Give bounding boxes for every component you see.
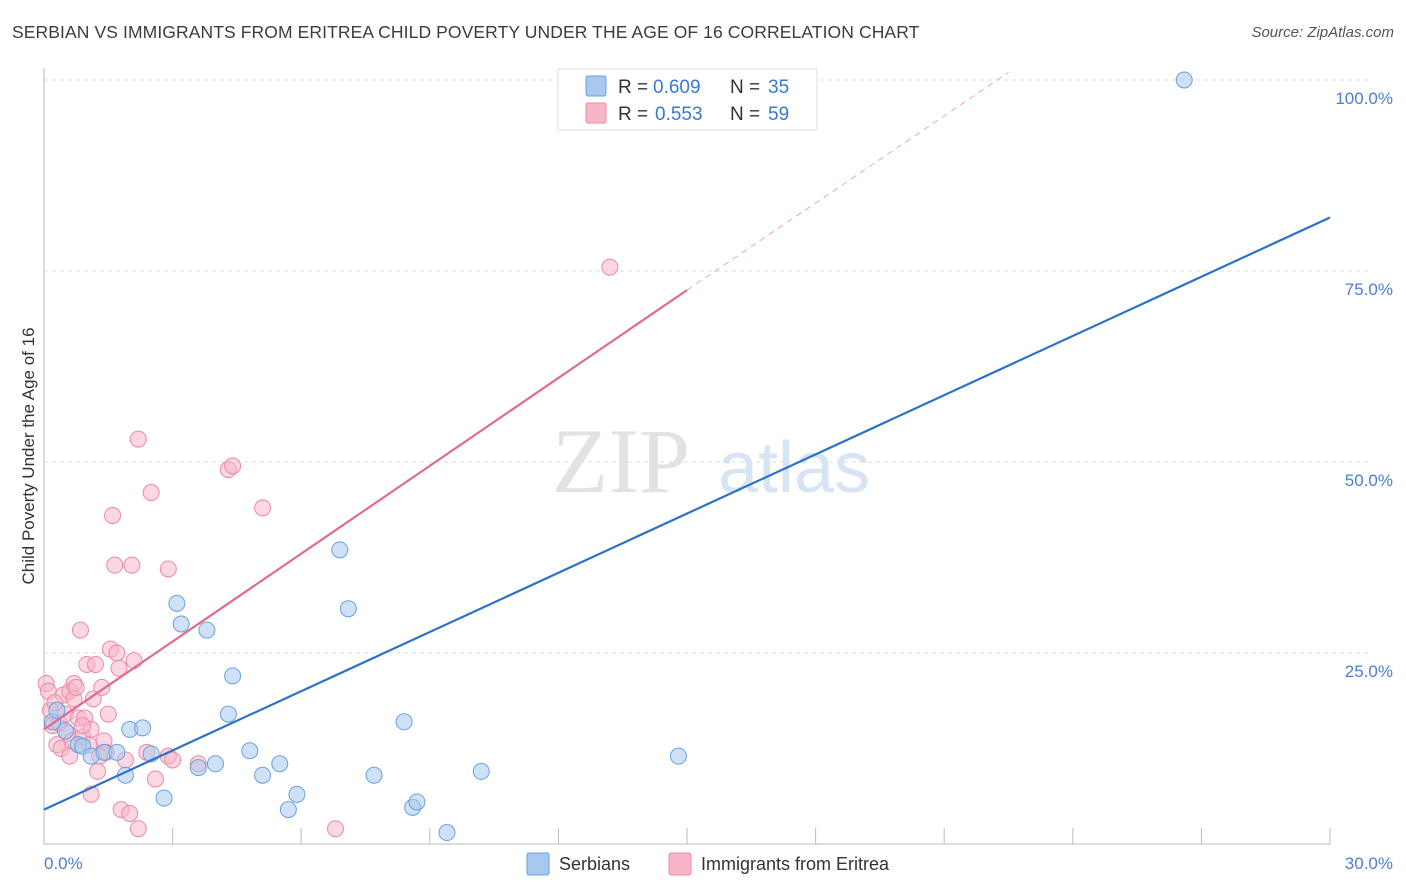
serbian-point [206,755,224,773]
serbian-point [155,789,173,807]
y-tick-label-100: 100.0% [1335,89,1393,108]
eritrea-point [99,705,117,723]
serbian-point [224,667,242,685]
eritrea-point [67,678,85,696]
eritrea-point [224,457,242,475]
x-ticks [172,828,1331,844]
eritrea-point [71,621,89,639]
eritrea-point [108,644,126,662]
eritrea-point [123,556,141,574]
eritrea-point [84,690,102,708]
eritrea-point [164,751,182,769]
legend-n-label-2: N = [730,104,760,125]
legend-r-label-1: R = [618,77,648,98]
x-tick-label-max: 30.0% [1345,854,1393,873]
serbian-point [1175,71,1193,89]
serbian-point [241,742,259,760]
trend-lines [43,71,1331,811]
legend-swatch-eritrea [585,102,607,124]
serbian-point [48,701,66,719]
serbian-point [438,824,456,842]
eritrea-point [74,717,92,735]
eritrea-point [129,820,147,838]
serbian-point [168,594,186,612]
bottom-legend-serbians: Serbians [559,854,630,874]
serbian-point [669,747,687,765]
serbian-point [408,793,426,811]
x-tick-label-min: 0.0% [44,854,83,873]
y-tick-label-25: 25.0% [1345,662,1393,681]
eritrea-point [142,484,160,502]
bottom-legend-swatch-eritrea [668,852,692,876]
legend-r-label-2: R = [618,104,648,125]
legend-n-value-2: 59 [768,104,789,125]
watermark: ZIP atlas [552,410,870,512]
grid-lines [44,79,1370,654]
serbian-point [395,713,413,731]
chart-title: SERBIAN VS IMMIGRANTS FROM ERITREA CHILD… [12,22,920,42]
eritrea-point [129,430,147,448]
bottom-legend-swatch-serbians [526,852,550,876]
trend-line-eritrea [43,289,688,731]
serbian-point [134,719,152,737]
legend-swatch-serbians [585,75,607,97]
legend-n-value-1: 35 [768,77,789,98]
bottom-legend-eritrea: Immigrants from Eritrea [701,854,890,874]
serbian-point [271,755,289,773]
eritrea-point [104,506,122,524]
legend-r-value-2: 0.553 [655,104,703,125]
watermark-zip: ZIP [552,410,690,512]
bottom-legend: Serbians Immigrants from Eritrea [526,852,890,876]
serbian-point [472,762,490,780]
legend-box: R = 0.609 N = 35 R = 0.553 N = 59 [557,68,818,131]
eritrea-point [125,652,143,670]
eritrea-point [110,659,128,677]
serbian-point [219,705,237,723]
legend-n-label-1: N = [730,77,760,98]
y-tick-label-75: 75.0% [1345,280,1393,299]
eritrea-point [601,258,619,276]
series-serbians [44,71,1193,842]
trend-line-serbians [43,216,1331,811]
serbian-point [108,743,126,761]
series-eritrea [37,109,627,838]
y-tick-label-50: 50.0% [1345,471,1393,490]
eritrea-point [86,655,104,673]
serbian-point [189,759,207,777]
y-axis-label: Child Poverty Under the Age of 16 [19,327,38,584]
eritrea-point [106,556,124,574]
eritrea-point [89,762,107,780]
eritrea-point [61,747,79,765]
serbian-point [365,766,383,784]
eritrea-point [146,770,164,788]
serbian-point [254,766,272,784]
eritrea-point [326,820,344,838]
legend-r-value-1: 0.609 [653,77,701,98]
trend-line-eritrea-extension [686,71,1009,291]
serbian-point [339,600,357,618]
serbian-point [198,621,216,639]
serbian-point [56,722,74,740]
serbian-point [172,615,190,633]
serbian-point [331,541,349,559]
eritrea-point [159,560,177,578]
eritrea-point [254,499,272,517]
source-credit: Source: ZipAtlas.com [1251,24,1394,41]
serbian-point [279,801,297,819]
eritrea-point [121,804,139,822]
serbian-point [288,785,306,803]
